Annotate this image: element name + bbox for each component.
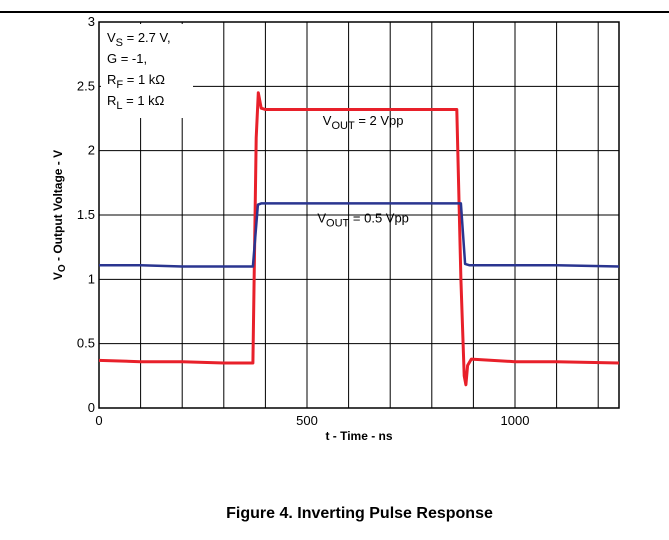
y-tick-label: 1 (88, 271, 95, 286)
figure-caption-text: Figure 4. Inverting Pulse Response (226, 505, 493, 522)
y-tick-label: 1.5 (77, 207, 95, 222)
pulse-response-chart: VS = 2.7 V, G = -1, RF = 1 kΩ RL = 1 kΩ VOUT… (51, 14, 620, 443)
y-tick-label: 2.5 (77, 78, 95, 93)
series-line-red (98, 91, 620, 387)
y-tick-label: 3 (88, 14, 95, 29)
condition-text: RF = 1 kΩ (107, 72, 165, 91)
top-rule (0, 11, 669, 13)
series-annotation: VOUT = 0.5 Vpp (317, 211, 409, 230)
figure-caption: Figure 4. Inverting Pulse Response (0, 505, 669, 523)
condition-text: RL = 1 kΩ (107, 93, 165, 112)
condition-text: G = -1, (107, 51, 147, 66)
y-tick-label: 0 (88, 400, 95, 415)
y-tick-label: 0.5 (77, 336, 95, 351)
series-annotation: VOUT = 2 Vpp (323, 113, 404, 132)
x-axis-label: t - Time - ns (325, 429, 392, 443)
x-tick-label: 500 (296, 413, 318, 428)
series-line-blue (99, 202, 620, 268)
condition-text: VS = 2.7 V, (107, 30, 171, 49)
y-tick-label: 2 (88, 143, 95, 158)
x-tick-label: 1000 (501, 413, 530, 428)
plot-frame (98, 21, 620, 409)
x-tick-label: 0 (95, 413, 102, 428)
y-axis-label: VO - Output Voltage - V (51, 150, 68, 280)
conditions-box (101, 24, 193, 118)
